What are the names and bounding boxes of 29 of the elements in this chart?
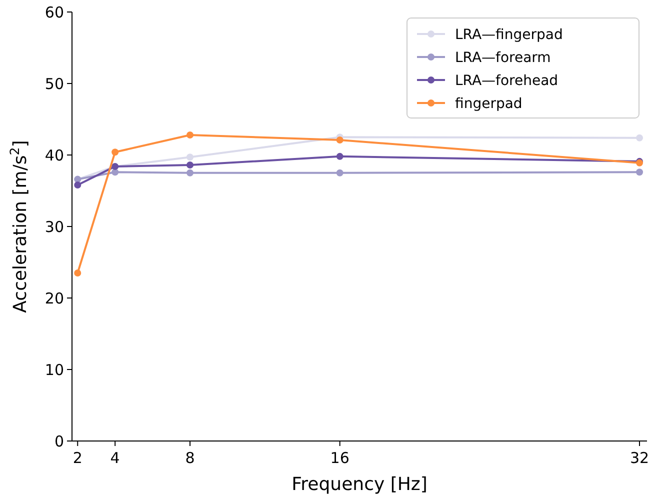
point <box>112 148 119 156</box>
y-tick-label: 60 <box>44 3 64 22</box>
point <box>74 269 82 276</box>
point <box>186 169 194 176</box>
x-axis-title: Frequency [Hz] <box>292 474 428 495</box>
x-tick-label: 32 <box>630 449 650 467</box>
point <box>636 168 644 176</box>
y-tick-label: 50 <box>44 74 64 93</box>
point <box>186 131 194 138</box>
y-tick-label: 30 <box>44 218 64 236</box>
point <box>636 134 644 142</box>
y-tick-label: 0 <box>54 432 64 450</box>
point <box>336 152 344 160</box>
point <box>186 162 194 169</box>
x-tick-label: 2 <box>72 449 82 467</box>
x-tick-label: 4 <box>110 449 120 467</box>
x-tick-label: 8 <box>185 449 195 467</box>
x-tick-label: 16 <box>330 449 350 467</box>
y-tick-label: 40 <box>44 146 64 164</box>
point <box>74 182 82 189</box>
y-tick-label: 20 <box>44 289 64 308</box>
legend-label: LRA—fingerpad <box>455 26 563 43</box>
y-tick-label: 10 <box>44 360 64 379</box>
legend-label: LRA—forehead <box>455 72 558 89</box>
legend-label: fingerpad <box>455 96 522 112</box>
point <box>336 136 344 144</box>
point <box>336 169 344 176</box>
legend-label: LRA—forearm <box>455 50 551 66</box>
point <box>186 154 194 161</box>
